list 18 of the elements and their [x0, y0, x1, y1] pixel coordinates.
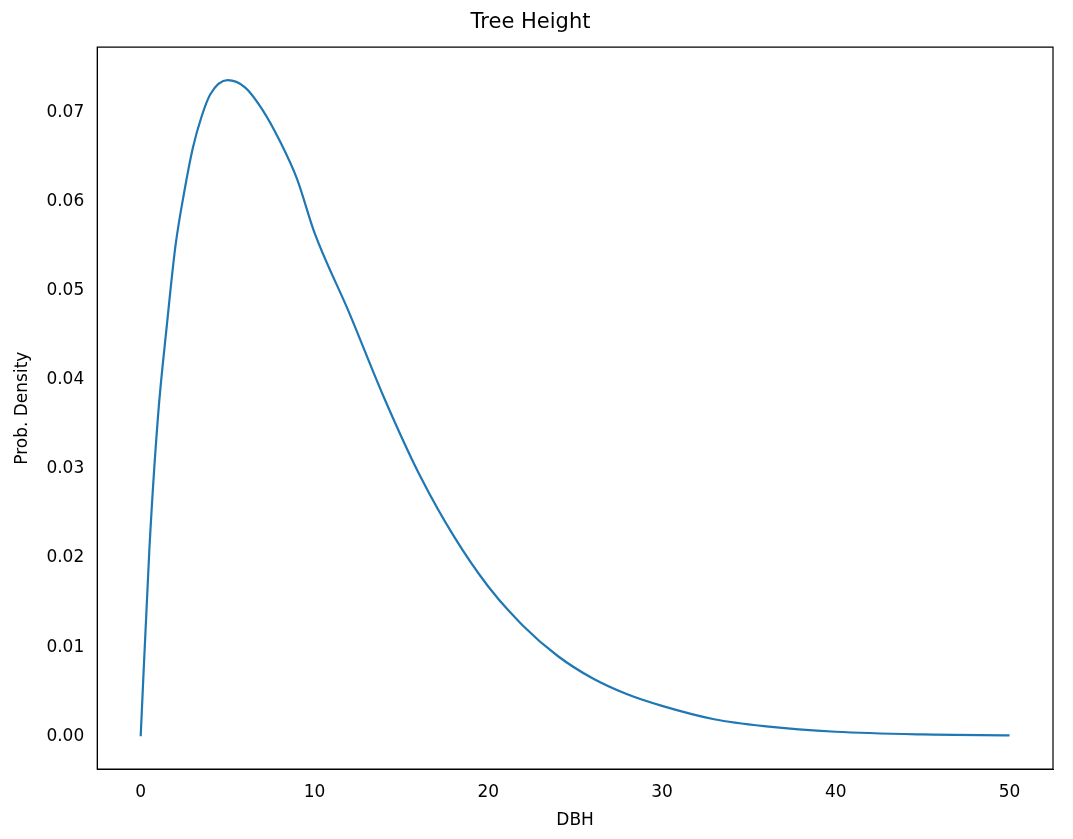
y-tick-label: 0.02: [46, 546, 85, 567]
x-tick-label: 10: [303, 780, 326, 801]
x-axis-title: DBH: [556, 809, 594, 830]
y-tick-label: 0.01: [46, 635, 85, 656]
chart-title: Tree Height: [469, 9, 591, 34]
y-tick-label: 0.05: [46, 278, 85, 299]
line-series: [139, 79, 1011, 738]
y-tick-label: 0.06: [46, 189, 85, 210]
y-tick-label: 0.03: [46, 457, 85, 478]
x-tick-label: 20: [477, 780, 500, 801]
x-tick-label: 50: [998, 780, 1021, 801]
x-tick-label: 40: [824, 780, 847, 801]
y-tick-label: 0.00: [46, 724, 85, 745]
y-tick-label: 0.07: [46, 100, 85, 121]
x-tick-label: 0: [135, 780, 147, 801]
y-axis-title: Prob. Density: [10, 351, 31, 465]
x-tick-label: 30: [651, 780, 673, 801]
y-tick-label: 0.04: [46, 368, 85, 389]
